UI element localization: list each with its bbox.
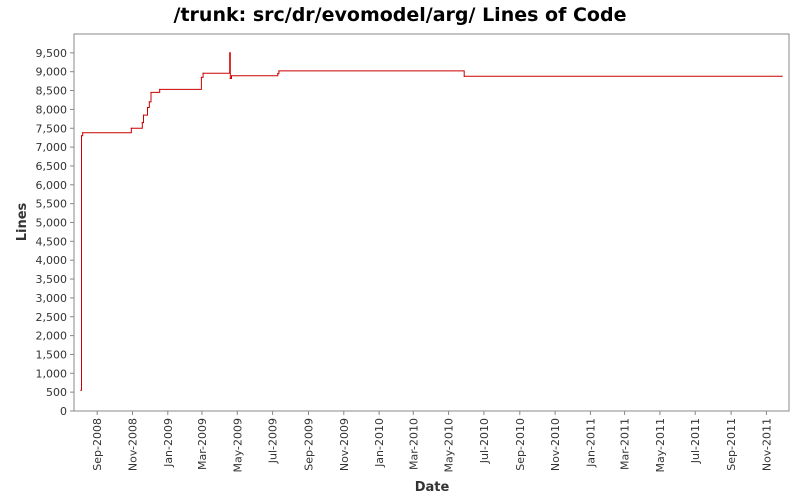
x-tick-label: Jan-2011 xyxy=(584,418,597,468)
x-tick-label: Jul-2011 xyxy=(689,418,702,464)
y-tick-label: 5,000 xyxy=(36,217,68,230)
y-tick-label: 1,000 xyxy=(36,367,68,380)
data-point xyxy=(230,75,233,77)
y-tick-label: 2,000 xyxy=(36,330,68,343)
x-axis-title: Date xyxy=(415,480,450,495)
y-tick-label: 2,500 xyxy=(36,311,68,324)
y-tick-label: 5,500 xyxy=(36,198,68,211)
data-point xyxy=(278,70,280,72)
data-point xyxy=(82,132,84,134)
data-point xyxy=(80,389,82,391)
data-point xyxy=(146,106,149,109)
x-tick-label: Nov-2008 xyxy=(126,418,139,471)
series-layer xyxy=(80,52,783,391)
data-point xyxy=(463,75,465,77)
data-point xyxy=(80,135,83,137)
data-point xyxy=(150,91,152,94)
x-tick-label: Mar-2010 xyxy=(407,418,420,470)
x-tick-label: Sep-2010 xyxy=(514,418,527,471)
y-tick-label: 3,000 xyxy=(36,292,68,305)
y-tick-label: 3,500 xyxy=(36,273,68,286)
x-tick-label: May-2010 xyxy=(443,418,456,473)
x-tick-label: Sep-2008 xyxy=(91,418,104,471)
chart-title: /trunk: src/dr/evomodel/arg/ Lines of Co… xyxy=(173,4,627,26)
y-tick-label: 6,000 xyxy=(36,179,68,192)
y-tick-label: 1,500 xyxy=(36,348,68,361)
data-point xyxy=(141,121,143,124)
x-tick-label: May-2011 xyxy=(654,418,667,473)
y-tick-label: 6,500 xyxy=(36,160,68,173)
x-tick-label: Jul-2010 xyxy=(478,418,491,464)
y-tick-label: 8,000 xyxy=(36,103,68,116)
x-tick-label: Mar-2011 xyxy=(619,418,632,470)
data-point xyxy=(130,127,132,129)
y-tick-label: 7,000 xyxy=(36,141,68,154)
x-tick-label: Jan-2009 xyxy=(162,418,175,468)
y-axis: 0 500 1,000 1,500 2,000 2,500 3,000 3,500 4,000 4… xyxy=(36,47,74,418)
data-point xyxy=(781,75,783,77)
data-point xyxy=(202,72,204,74)
data-point xyxy=(159,88,161,91)
y-tick-label: 4,000 xyxy=(36,254,68,267)
data-point xyxy=(229,77,231,80)
data-point xyxy=(142,114,145,116)
y-tick-label: 9,500 xyxy=(36,47,68,60)
y-tick-label: 8,500 xyxy=(36,85,68,98)
x-axis: Sep-2008 Nov-2008 Jan-2009 Mar-2009 May-2009… xyxy=(91,411,773,473)
x-tick-label: Sep-2009 xyxy=(302,418,315,471)
y-tick-label: 9,000 xyxy=(36,66,68,79)
x-tick-label: Jan-2010 xyxy=(373,418,386,468)
y-tick-label: 4,500 xyxy=(36,235,68,248)
x-tick-label: May-2009 xyxy=(231,418,244,473)
y-axis-title: Lines xyxy=(15,202,30,241)
plot-area xyxy=(73,33,790,412)
data-point xyxy=(229,52,231,54)
y-tick-label: 0 xyxy=(60,405,67,418)
x-tick-label: Nov-2010 xyxy=(549,418,562,471)
y-tick-label: 7,500 xyxy=(36,122,68,135)
x-tick-label: Nov-2011 xyxy=(760,418,773,471)
data-point xyxy=(148,101,150,103)
data-point xyxy=(200,76,202,78)
data-point xyxy=(277,72,279,75)
series-line xyxy=(80,52,783,391)
x-tick-label: Sep-2011 xyxy=(725,418,738,471)
x-tick-label: Mar-2009 xyxy=(196,418,209,470)
x-tick-label: Nov-2009 xyxy=(338,418,351,471)
x-tick-label: Jul-2009 xyxy=(267,418,280,464)
y-tick-label: 500 xyxy=(46,386,67,399)
